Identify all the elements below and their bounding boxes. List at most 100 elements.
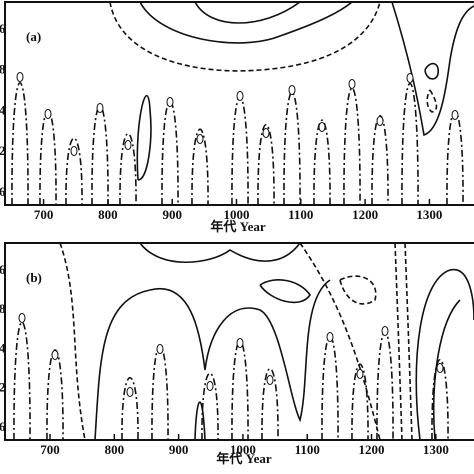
contour-line — [201, 372, 219, 440]
contour-line — [191, 128, 209, 205]
contour-line — [339, 275, 377, 305]
contour-line — [139, 2, 353, 44]
contour-line — [121, 376, 139, 440]
contour-label — [96, 103, 104, 113]
contour-line — [194, 401, 206, 440]
x-tick-label: 1200 — [352, 207, 378, 222]
contour-line — [432, 299, 461, 440]
contour-label — [156, 344, 164, 354]
contour-line — [119, 133, 137, 205]
contour-label — [51, 350, 59, 360]
contour-label — [356, 369, 364, 379]
y-tick-label: 2 — [0, 380, 6, 395]
contour-line — [259, 279, 311, 304]
contour-line — [139, 243, 301, 263]
x-tick-label: 900 — [169, 442, 189, 457]
y-tick-label: 8 — [0, 301, 6, 316]
contour-line — [431, 358, 449, 440]
plot-frame — [4, 242, 474, 441]
x-tick-label: 1000 — [230, 442, 256, 457]
contour-line — [404, 243, 413, 440]
contour-label — [451, 110, 459, 120]
contour-label — [436, 363, 444, 373]
contour-label — [288, 85, 296, 95]
x-tick-label: 700 — [40, 442, 60, 457]
contour-line — [13, 321, 31, 440]
x-tick-label: 800 — [105, 442, 125, 457]
contour-line — [401, 83, 419, 205]
x-tick-label: 1100 — [295, 442, 320, 457]
contour-line — [424, 62, 440, 80]
contour-line — [91, 105, 109, 205]
contour-line — [194, 2, 301, 24]
y-tick-label: 6 — [0, 184, 6, 199]
contour-label — [126, 387, 134, 397]
contour-line — [283, 91, 301, 205]
contour-line — [257, 123, 275, 205]
contour-label — [376, 116, 384, 126]
x-tick-label: 700 — [34, 207, 54, 222]
contour-label — [318, 122, 326, 132]
contour-line — [39, 110, 57, 205]
x-axis-label: 年代 Year — [216, 451, 271, 466]
contour-label — [206, 381, 214, 391]
contour-label — [124, 140, 132, 150]
y-tick-label: 6 — [0, 419, 6, 434]
contour-line — [151, 345, 169, 440]
contour-label — [326, 332, 334, 342]
contour-label — [16, 72, 24, 82]
contour-label — [348, 79, 356, 89]
y-tick-label: 6 — [0, 21, 6, 36]
panel-label: (b) — [26, 270, 42, 285]
contour-line — [59, 243, 86, 440]
contour-label — [196, 134, 204, 144]
x-axis-label: 年代 Year — [210, 219, 265, 234]
contour-line — [313, 119, 331, 205]
contour-field — [13, 243, 474, 440]
y-tick-label: 4 — [0, 102, 6, 117]
x-tick-label: 1100 — [288, 207, 313, 222]
contour-line — [46, 349, 64, 440]
contour-line — [231, 340, 249, 440]
contour-label — [262, 128, 270, 138]
y-tick-label: 8 — [0, 62, 6, 77]
contour-line — [391, 2, 474, 137]
contour-line — [231, 96, 249, 205]
contour-line — [426, 89, 438, 113]
contour-label — [70, 146, 78, 156]
x-tick-label: 900 — [162, 207, 182, 222]
contour-line — [65, 137, 83, 205]
contour-label — [236, 91, 244, 101]
contour-label — [406, 73, 414, 83]
x-tick-label: 1300 — [416, 207, 442, 222]
contour-line — [371, 115, 389, 205]
contour-label — [18, 313, 26, 323]
contour-line — [351, 363, 369, 440]
contour-line — [136, 94, 152, 181]
y-tick-label: 4 — [0, 340, 6, 355]
contour-label — [266, 375, 274, 385]
contour-line — [376, 331, 394, 440]
x-tick-label: 1200 — [359, 442, 385, 457]
plot-frame — [4, 1, 474, 206]
contour-line — [446, 110, 464, 205]
y-tick-label: 2 — [0, 143, 6, 158]
panel-label: (a) — [26, 29, 41, 44]
contour-line — [109, 2, 381, 72]
contour-line — [343, 87, 361, 205]
contour-line — [161, 100, 179, 205]
contour-label — [44, 109, 52, 119]
contour-line — [94, 279, 331, 440]
contour-line — [11, 82, 29, 205]
contour-field — [11, 2, 474, 205]
contour-line — [299, 243, 381, 440]
contour-label — [381, 326, 389, 336]
x-tick-label: 800 — [98, 207, 118, 222]
contour-label — [236, 338, 244, 348]
x-tick-label: 1300 — [423, 442, 449, 457]
y-tick-label: 6 — [0, 262, 6, 277]
contour-line — [394, 243, 403, 440]
x-tick-label: 1000 — [223, 207, 249, 222]
contour-line — [321, 335, 339, 440]
